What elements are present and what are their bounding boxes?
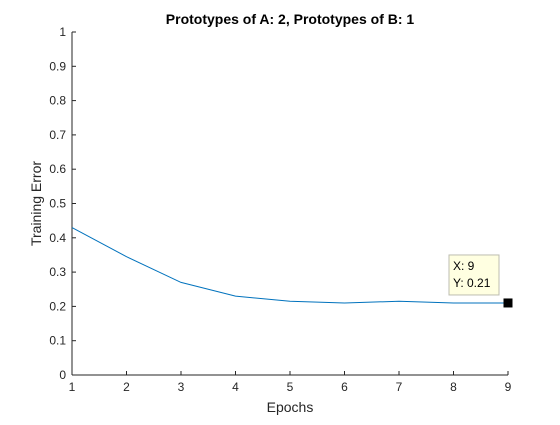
x-tick-label: 1 <box>69 380 76 394</box>
datatip[interactable]: X: 9 Y: 0.21 <box>448 254 513 308</box>
y-tick-label: 0.6 <box>49 162 66 176</box>
y-tick-label: 0.3 <box>49 265 66 279</box>
datatip-marker[interactable] <box>503 298 513 308</box>
x-axis-label: Epochs <box>267 399 314 415</box>
x-tick-label: 5 <box>287 380 294 394</box>
y-tick-label: 0 <box>59 368 66 382</box>
x-tick-label: 4 <box>232 380 239 394</box>
series-layer <box>71 227 508 304</box>
x-tick-label: 8 <box>450 380 457 394</box>
datatip-y-text: Y: 0.21 <box>453 276 491 290</box>
y-tick-label: 0.7 <box>49 128 66 142</box>
plot-area <box>72 32 508 375</box>
y-axis-label: Training Error <box>28 161 44 246</box>
x-tick-label: 9 <box>505 380 512 394</box>
ticks: 1 2 3 4 5 6 7 8 9 0 0.1 0.2 0.3 0.4 0.5 0.6 0.7 0.8 0.9 1 <box>49 25 511 394</box>
series-line <box>71 227 508 304</box>
y-tick-label: 1 <box>59 25 66 39</box>
y-tick-label: 0.5 <box>49 197 66 211</box>
y-tick-label: 0.2 <box>49 299 66 313</box>
y-tick-label: 0.9 <box>49 59 66 73</box>
x-tick-label: 7 <box>396 380 403 394</box>
y-tick-label: 0.4 <box>49 231 66 245</box>
datatip-box <box>448 254 500 296</box>
x-tick-label: 6 <box>341 380 348 394</box>
datatip-x-text: X: 9 <box>453 259 475 273</box>
x-tick-label: 3 <box>178 380 185 394</box>
y-tick-label: 0.1 <box>49 334 66 348</box>
x-tick-label: 2 <box>123 380 130 394</box>
y-tick-label: 0.8 <box>49 94 66 108</box>
chart-title: Prototypes of A: 2, Prototypes of B: 1 <box>166 11 415 27</box>
